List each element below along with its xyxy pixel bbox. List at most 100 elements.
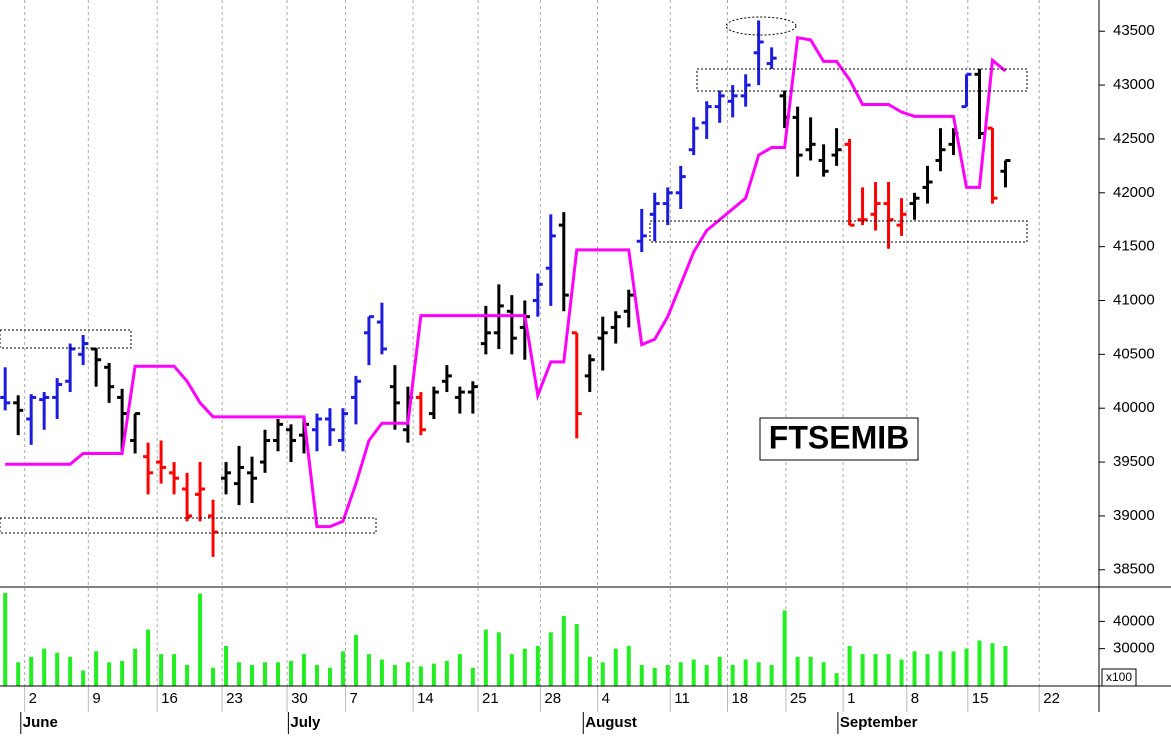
ohlc-bar <box>987 126 998 204</box>
ohlc-bar <box>428 386 439 419</box>
volume-bar <box>29 656 34 686</box>
volume-bar <box>314 665 319 686</box>
ohlc-bar <box>389 365 400 430</box>
y-tick-label: 41500 <box>1113 238 1155 255</box>
volume-bar <box>340 651 345 686</box>
ohlc-bar <box>130 412 141 454</box>
volume-bar <box>717 656 722 686</box>
volume-bar <box>3 593 8 686</box>
volume-bar <box>120 660 125 686</box>
volume-bar <box>237 662 242 686</box>
volume-bar <box>444 660 449 686</box>
ohlc-bar <box>311 413 322 452</box>
volume-bar <box>68 656 73 686</box>
volume-bar <box>977 640 982 686</box>
x-tick-label: 28 <box>544 690 561 707</box>
ohlc-bar <box>558 212 569 312</box>
x-tick-label: 15 <box>972 690 989 707</box>
ohlc-bar <box>324 408 335 446</box>
ohlc-bar <box>935 128 946 172</box>
x-tick-label: 1 <box>847 690 855 707</box>
ohlc-bar <box>584 354 595 393</box>
volume-bar <box>535 645 540 686</box>
volume-bar <box>185 665 190 686</box>
x-tick-label: 8 <box>911 690 919 707</box>
volume-bar <box>418 666 423 686</box>
volume-bar <box>600 662 605 686</box>
marks <box>0 20 1011 686</box>
ohlc-bar <box>39 392 50 430</box>
volume-bar <box>548 632 553 686</box>
ohlc-bar <box>740 74 751 107</box>
volume-bar <box>172 654 177 686</box>
volume-bar <box>574 624 579 686</box>
y-tick-label: 39000 <box>1113 507 1155 524</box>
ohlc-bar <box>896 198 907 236</box>
ohlc-bar <box>234 445 245 506</box>
volume-bar <box>652 667 657 686</box>
y-tick-label: 41000 <box>1113 291 1155 308</box>
ohlc-bar <box>337 408 348 452</box>
volume-bar <box>263 662 268 686</box>
volume-bar <box>743 659 748 686</box>
ohlc-bar <box>247 456 258 503</box>
ohlc-bar <box>714 90 725 123</box>
chart-title: FTSEMIB <box>769 419 909 455</box>
y-tick-label: 38500 <box>1113 561 1155 578</box>
month-label: June <box>23 714 58 731</box>
ohlc-bar <box>350 375 361 425</box>
y-tick-label: 42000 <box>1113 184 1155 201</box>
unit-label: x100 <box>1106 670 1132 684</box>
ohlc-bar <box>454 386 465 414</box>
x-tick-label: 23 <box>226 690 243 707</box>
month-label: August <box>585 714 637 731</box>
volume-bar <box>94 651 99 686</box>
ohlc-bar <box>922 165 933 204</box>
ohlc-bar <box>467 381 478 414</box>
volume-bar <box>782 610 787 686</box>
volume-bar <box>224 645 229 686</box>
x-tick-label: 14 <box>417 690 434 707</box>
ohlc-bar <box>0 367 11 411</box>
unit-box <box>1101 668 1137 687</box>
volume-bar <box>198 593 203 686</box>
volume-bar <box>925 654 930 686</box>
x-tick-label: 16 <box>161 690 178 707</box>
volume-bar <box>470 667 475 686</box>
volume-bar <box>405 662 410 686</box>
x-tick-label: 25 <box>790 690 807 707</box>
ohlc-bar <box>195 462 206 522</box>
ohlc-bar <box>636 208 647 253</box>
volume-bar <box>990 643 995 686</box>
volume-bar <box>847 645 852 686</box>
x-tick-label: 22 <box>1043 690 1060 707</box>
ohlc-bar <box>376 302 387 355</box>
title-box <box>759 417 919 461</box>
volume-bar <box>483 629 488 686</box>
ohlc-bar <box>91 347 102 387</box>
range-box <box>649 220 1028 243</box>
x-tick-label: 21 <box>482 690 499 707</box>
ohlc-bar <box>844 138 855 227</box>
ohlc-bar <box>52 378 63 419</box>
grid <box>20 0 1105 734</box>
ohlc-bar <box>766 47 777 69</box>
volume-bar <box>678 662 683 686</box>
y-tick-label: 43000 <box>1113 76 1155 93</box>
month-label: September <box>840 714 918 731</box>
volume-bar <box>133 648 138 686</box>
ohlc-bar <box>13 395 24 436</box>
ohlc-bar <box>117 388 128 452</box>
ohlc-bar <box>415 392 426 436</box>
ohlc-bar <box>753 20 764 86</box>
volume-bar <box>379 659 384 686</box>
volume-bar <box>626 645 631 686</box>
ohlc-bar <box>701 101 712 139</box>
ohlc-bar <box>65 343 76 393</box>
volume-bar <box>860 654 865 686</box>
volume-bar <box>899 659 904 686</box>
volume-bar <box>392 665 397 686</box>
top-ellipse <box>725 16 797 36</box>
x-tick-label: 30 <box>291 690 308 707</box>
